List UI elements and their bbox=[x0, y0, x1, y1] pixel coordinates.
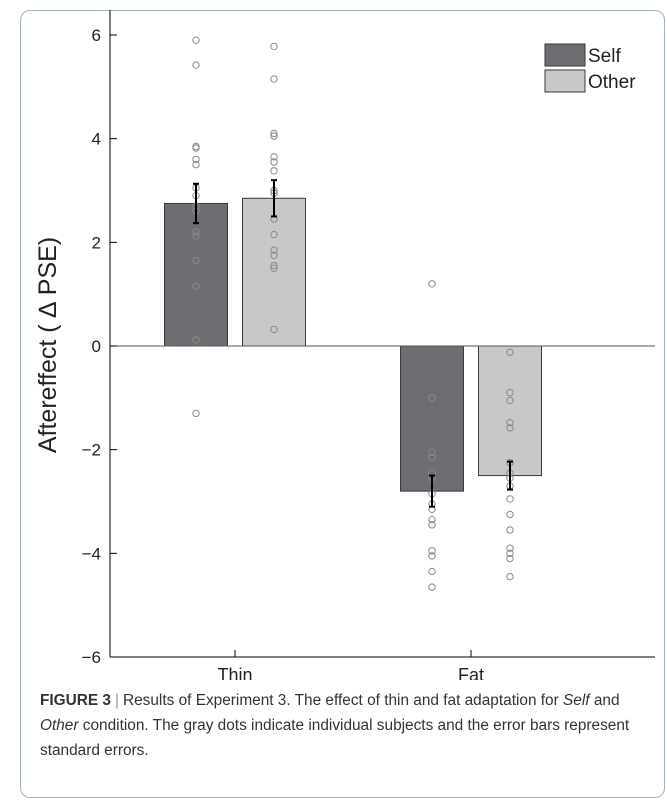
bar-other-thin bbox=[242, 197, 306, 347]
caption-other: Other bbox=[40, 717, 79, 734]
y-tick-label: 2 bbox=[92, 233, 101, 252]
legend-swatch-self bbox=[544, 43, 586, 67]
bar-chart: −6 −4 −2 0 2 4 6 Thin Fat Self Other Aftereffect … bbox=[34, 10, 655, 680]
y-axis-label: Aftereffect ( ∆ PSE) bbox=[34, 237, 62, 453]
data-point-self-fat bbox=[428, 453, 436, 462]
data-point-other-fat bbox=[506, 572, 514, 581]
data-point-other-thin bbox=[270, 158, 278, 166]
bar-other-fat bbox=[478, 345, 542, 477]
data-point-other-thin bbox=[270, 246, 278, 254]
data-point-self-thin bbox=[192, 409, 200, 418]
data-point-other-fat bbox=[506, 554, 514, 563]
data-point-other-thin bbox=[270, 129, 278, 138]
data-point-self-fat bbox=[428, 521, 436, 529]
data-point-other-thin bbox=[270, 261, 278, 270]
data-point-self-thin bbox=[192, 61, 200, 69]
figure-caption: FIGURE 3 Results of Experiment 3. The eff… bbox=[40, 688, 650, 763]
data-point-self-thin bbox=[192, 160, 200, 169]
bars-layer bbox=[164, 197, 542, 492]
data-point-self-fat bbox=[428, 547, 436, 555]
y-tick-label: −2 bbox=[82, 441, 101, 460]
data-point-self-thin bbox=[192, 256, 200, 265]
legend-label-self: Self bbox=[588, 46, 621, 67]
error-bars-layer bbox=[193, 179, 513, 508]
y-tick-label: 0 bbox=[92, 337, 101, 356]
legend-swatch-other bbox=[544, 69, 586, 93]
data-point-other-fat bbox=[506, 424, 514, 432]
x-tick-label-thin: Thin bbox=[217, 665, 252, 680]
data-point-self-thin bbox=[192, 232, 200, 240]
data-point-self-fat bbox=[428, 567, 436, 576]
legend: Self Other bbox=[544, 43, 636, 93]
data-point-other-fat bbox=[506, 396, 514, 405]
data-point-other-thin bbox=[270, 251, 278, 259]
data-point-other-thin bbox=[270, 75, 278, 83]
data-point-other-fat bbox=[506, 526, 514, 534]
data-point-other-thin bbox=[270, 264, 278, 272]
data-point-self-thin bbox=[192, 155, 200, 164]
caption-text-1: Results of Experiment 3. The effect of t… bbox=[122, 692, 559, 709]
caption-self: Self bbox=[563, 692, 590, 709]
data-point-other-thin bbox=[270, 153, 278, 161]
data-point-self-fat bbox=[428, 552, 436, 560]
data-point-other-fat bbox=[506, 549, 514, 558]
data-point-other-thin bbox=[270, 132, 278, 140]
data-point-other-thin bbox=[270, 167, 278, 175]
data-point-self-thin bbox=[192, 282, 200, 291]
data-point-self-thin bbox=[192, 36, 200, 44]
y-tick-label: 6 bbox=[92, 26, 101, 45]
individual-points-layer bbox=[192, 36, 514, 591]
data-point-self-fat bbox=[428, 394, 436, 402]
x-tick-label-fat: Fat bbox=[458, 665, 484, 680]
caption-separator bbox=[115, 692, 119, 709]
data-point-other-fat bbox=[506, 419, 514, 427]
data-point-other-fat bbox=[506, 388, 514, 397]
data-point-self-fat bbox=[428, 515, 436, 524]
y-tick-label: −6 bbox=[82, 648, 101, 667]
data-point-other-thin bbox=[270, 325, 278, 334]
data-point-other-fat bbox=[506, 495, 514, 503]
data-point-other-thin bbox=[270, 230, 278, 239]
data-point-self-fat bbox=[428, 448, 436, 456]
data-point-other-thin bbox=[270, 42, 278, 51]
bar-self-thin bbox=[164, 202, 228, 347]
data-point-other-fat bbox=[506, 348, 514, 356]
data-point-self-fat bbox=[428, 280, 436, 288]
legend-label-other: Other bbox=[588, 72, 636, 93]
figure-frame bbox=[20, 10, 665, 798]
data-point-other-fat bbox=[506, 510, 514, 519]
data-point-self-thin bbox=[192, 336, 200, 344]
data-point-self-thin bbox=[192, 228, 200, 236]
caption-label: FIGURE 3 bbox=[40, 692, 111, 709]
y-tick-label: 4 bbox=[92, 130, 101, 149]
data-point-other-fat bbox=[506, 544, 514, 552]
data-point-self-thin bbox=[192, 144, 200, 152]
caption-text-2: condition. The gray dots indicate indivi… bbox=[40, 717, 630, 759]
y-tick-label: −4 bbox=[82, 544, 101, 563]
data-point-self-fat bbox=[428, 583, 436, 591]
axes-layer: −6 −4 −2 0 2 4 6 Thin Fat bbox=[82, 10, 655, 680]
caption-and: and bbox=[593, 692, 620, 709]
